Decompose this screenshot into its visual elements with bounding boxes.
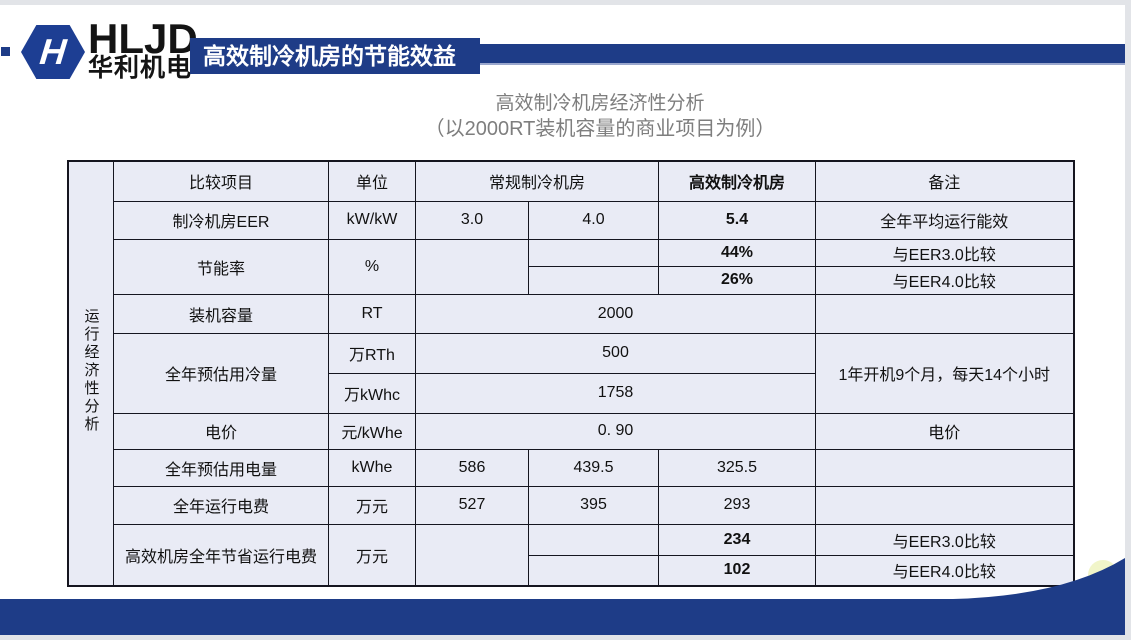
empty-cell — [415, 238, 529, 295]
power-unit: kWhe — [328, 448, 416, 487]
price-unit: 元/kWhe — [328, 412, 416, 450]
brand-name-cn: 华利机电 — [88, 54, 193, 82]
table-row-capacity: 装机容量 RT 2000 — [68, 293, 1074, 334]
saving-rate-vs-eer40: 26% — [658, 265, 816, 295]
empty-cell — [528, 238, 659, 267]
savings-vs-eer40: 102 — [658, 554, 816, 587]
capacity-unit: RT — [328, 293, 416, 334]
table-row-price: 电价 元/kWhe 0. 90 电价 — [68, 412, 1074, 450]
caption-line-2: （以2000RT装机容量的商业项目为例） — [424, 118, 776, 140]
col-header-item: 比较项目 — [113, 160, 329, 202]
eer-high-efficiency: 5.4 — [658, 200, 816, 240]
power-conventional-1: 586 — [415, 448, 529, 487]
cost-high-efficiency: 293 — [658, 485, 816, 525]
empty-cell — [528, 523, 659, 556]
empty-cell — [815, 448, 1074, 487]
economic-analysis-table: 运行经济性分析 比较项目 单位 常规制冷机房 高效制冷机房 备注 制冷机房EER… — [67, 160, 1075, 587]
saving-rate-remark-2: 与EER4.0比较 — [815, 265, 1074, 295]
empty-cell — [415, 523, 529, 587]
power-high-efficiency: 325.5 — [658, 448, 816, 487]
col-header-high-efficiency: 高效制冷机房 — [658, 160, 816, 202]
saving-rate-unit: % — [328, 238, 416, 295]
col-header-remark: 备注 — [815, 160, 1074, 202]
table-row-saving-rate-1: 节能率 % 44% 与EER3.0比较 — [68, 238, 1074, 295]
cooling-value-2: 1758 — [415, 372, 816, 414]
cooling-unit-1: 万RTh — [328, 332, 416, 374]
empty-cell — [815, 485, 1074, 525]
price-remark: 电价 — [815, 412, 1074, 450]
eer-remark: 全年平均运行能效 — [815, 200, 1074, 240]
savings-vs-eer30: 234 — [658, 523, 816, 556]
capacity-item: 装机容量 — [113, 293, 329, 334]
slide-edge-bottom — [0, 635, 1131, 640]
power-item: 全年预估用电量 — [113, 448, 329, 487]
col-header-unit: 单位 — [328, 160, 416, 202]
cost-conventional-2: 395 — [528, 485, 659, 525]
saving-rate-item: 节能率 — [113, 238, 329, 295]
savings-item: 高效机房全年节省运行电费 — [113, 523, 329, 587]
saving-rate-vs-eer30: 44% — [658, 238, 816, 267]
price-item: 电价 — [113, 412, 329, 450]
cost-item: 全年运行电费 — [113, 485, 329, 525]
table-row-cooling-2: 万kWhc 1758 — [68, 372, 1074, 414]
logo-letter: H — [37, 31, 69, 72]
title-accent-band — [480, 44, 1125, 65]
saving-rate-remark-1: 与EER3.0比较 — [815, 238, 1074, 267]
table-row-power: 全年预估用电量 kWhe 586 439.5 325.5 — [68, 448, 1074, 487]
table-row-saving-rate-2: 26% 与EER4.0比较 — [68, 265, 1074, 295]
cost-unit: 万元 — [328, 485, 416, 525]
eer-conventional-1: 3.0 — [415, 200, 529, 240]
header-row: 运行经济性分析 比较项目 单位 常规制冷机房 高效制冷机房 备注 — [67, 160, 1074, 587]
eer-unit: kW/kW — [328, 200, 416, 240]
table-row-savings-2: 102 与EER4.0比较 — [68, 554, 1074, 587]
power-conventional-2: 439.5 — [528, 448, 659, 487]
caption-line-1: 高效制冷机房经济性分析 — [495, 93, 705, 114]
footer-wave — [925, 558, 1125, 635]
cooling-value-1: 500 — [415, 332, 816, 374]
brand-name-en: HLJD — [88, 15, 198, 62]
savings-unit: 万元 — [328, 523, 416, 587]
side-category-cell: 运行经济性分析 — [67, 160, 114, 587]
capacity-value: 2000 — [415, 293, 816, 334]
side-category-label: 运行经济性分析 — [82, 308, 100, 434]
slide-edge-right — [1125, 0, 1131, 640]
slide-title: 高效制冷机房的节能效益 — [190, 38, 480, 74]
cooling-item: 全年预估用冷量 — [113, 332, 329, 414]
table-row-cost: 全年运行电费 万元 527 395 293 — [68, 485, 1074, 525]
footer-curve-decoration — [925, 558, 1125, 635]
empty-cell — [528, 554, 659, 587]
company-logo-icon: H — [21, 25, 85, 79]
savings-remark-2: 与EER4.0比较 — [815, 554, 1074, 587]
table-row-cooling-1: 全年预估用冷量 万RTh 500 1年开机9个月，每天14个小时 — [68, 332, 1074, 414]
empty-cell — [528, 265, 659, 295]
eer-item: 制冷机房EER — [113, 200, 329, 240]
table-row-eer: 制冷机房EER kW/kW 3.0 4.0 5.4 全年平均运行能效 — [68, 200, 1074, 240]
savings-remark-1: 与EER3.0比较 — [815, 523, 1074, 556]
cost-conventional-1: 527 — [415, 485, 529, 525]
accent-square — [1, 47, 10, 56]
slide-edge-top — [0, 0, 1131, 5]
cooling-unit-2: 万kWhc — [328, 372, 416, 414]
col-header-conventional: 常规制冷机房 — [415, 160, 659, 202]
empty-cell — [815, 293, 1074, 334]
price-value: 0. 90 — [415, 412, 816, 450]
table-row-savings-1: 高效机房全年节省运行电费 万元 234 与EER3.0比较 — [68, 523, 1074, 587]
eer-conventional-2: 4.0 — [528, 200, 659, 240]
table-caption: 高效制冷机房经济性分析 （以2000RT装机容量的商业项目为例） — [90, 92, 1110, 143]
cooling-remark: 1年开机9个月，每天14个小时 — [815, 332, 1074, 414]
